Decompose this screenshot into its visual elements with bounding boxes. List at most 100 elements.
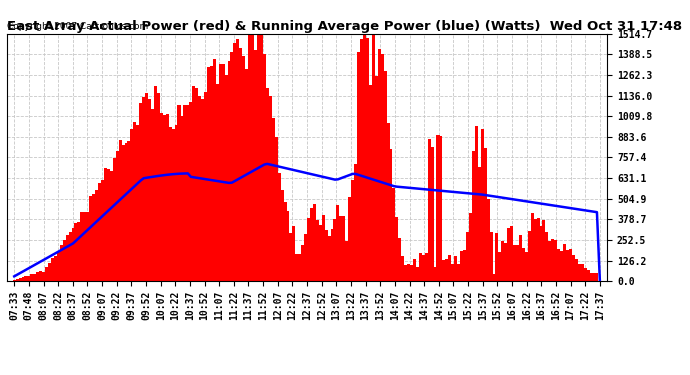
Bar <box>381 54 384 281</box>
Bar <box>193 87 195 281</box>
Bar <box>180 116 184 281</box>
Bar <box>516 245 519 281</box>
Bar <box>445 260 448 281</box>
Bar <box>68 232 72 281</box>
Bar <box>410 265 413 281</box>
Bar <box>198 96 201 281</box>
Bar <box>551 238 554 281</box>
Bar <box>549 241 551 281</box>
Bar <box>239 48 242 281</box>
Bar <box>566 250 569 281</box>
Bar <box>525 252 528 281</box>
Text: East Array Actual Power (red) & Running Average Power (blue) (Watts)  Wed Oct 31: East Array Actual Power (red) & Running … <box>7 20 682 33</box>
Bar <box>477 167 481 281</box>
Bar <box>237 39 239 281</box>
Bar <box>498 252 502 281</box>
Bar <box>298 254 302 281</box>
Bar <box>475 126 477 281</box>
Bar <box>442 260 446 281</box>
Bar <box>513 246 516 281</box>
Bar <box>448 255 451 281</box>
Bar <box>251 34 254 281</box>
Bar <box>310 208 313 281</box>
Bar <box>33 274 37 281</box>
Bar <box>163 115 166 281</box>
Bar <box>207 67 210 281</box>
Bar <box>224 75 228 281</box>
Bar <box>177 105 181 281</box>
Bar <box>254 50 257 281</box>
Bar <box>268 96 272 281</box>
Bar <box>95 190 98 281</box>
Bar <box>398 238 402 281</box>
Bar <box>333 219 337 281</box>
Bar <box>563 244 566 281</box>
Bar <box>575 259 578 281</box>
Bar <box>175 125 177 281</box>
Bar <box>281 190 284 281</box>
Bar <box>277 173 281 281</box>
Bar <box>263 54 266 281</box>
Bar <box>119 140 121 281</box>
Bar <box>148 99 151 281</box>
Bar <box>472 150 475 281</box>
Bar <box>493 274 495 281</box>
Bar <box>89 196 92 281</box>
Bar <box>28 276 30 281</box>
Bar <box>540 226 542 281</box>
Bar <box>133 122 137 281</box>
Bar <box>386 123 390 281</box>
Bar <box>501 241 504 281</box>
Bar <box>186 105 189 281</box>
Bar <box>80 212 83 281</box>
Bar <box>128 141 130 281</box>
Bar <box>130 129 133 281</box>
Bar <box>92 194 95 281</box>
Bar <box>593 273 595 281</box>
Bar <box>324 230 328 281</box>
Bar <box>572 255 575 281</box>
Bar <box>60 246 63 281</box>
Bar <box>275 137 277 281</box>
Bar <box>368 85 372 281</box>
Bar <box>363 34 366 281</box>
Bar <box>39 272 42 281</box>
Bar <box>384 71 386 281</box>
Bar <box>393 188 395 281</box>
Bar <box>431 147 434 281</box>
Bar <box>578 264 581 281</box>
Bar <box>124 142 128 281</box>
Bar <box>245 69 248 281</box>
Bar <box>339 216 342 281</box>
Bar <box>581 264 584 281</box>
Bar <box>19 278 21 281</box>
Bar <box>210 66 213 281</box>
Bar <box>24 276 28 281</box>
Bar <box>213 59 216 281</box>
Bar <box>422 255 425 281</box>
Bar <box>248 34 251 281</box>
Bar <box>104 168 107 281</box>
Bar <box>260 34 263 281</box>
Bar <box>307 218 310 281</box>
Bar <box>457 264 460 281</box>
Bar <box>286 211 290 281</box>
Bar <box>507 228 510 281</box>
Bar <box>319 225 322 281</box>
Bar <box>293 226 295 281</box>
Bar <box>168 128 172 281</box>
Bar <box>45 267 48 281</box>
Bar <box>242 56 246 281</box>
Bar <box>495 234 498 281</box>
Bar <box>228 61 230 281</box>
Bar <box>139 103 142 281</box>
Bar <box>48 263 51 281</box>
Bar <box>586 270 590 281</box>
Bar <box>112 158 116 281</box>
Bar <box>328 236 331 281</box>
Bar <box>157 93 160 281</box>
Bar <box>504 243 507 281</box>
Bar <box>195 88 198 281</box>
Bar <box>98 183 101 281</box>
Bar <box>295 254 298 281</box>
